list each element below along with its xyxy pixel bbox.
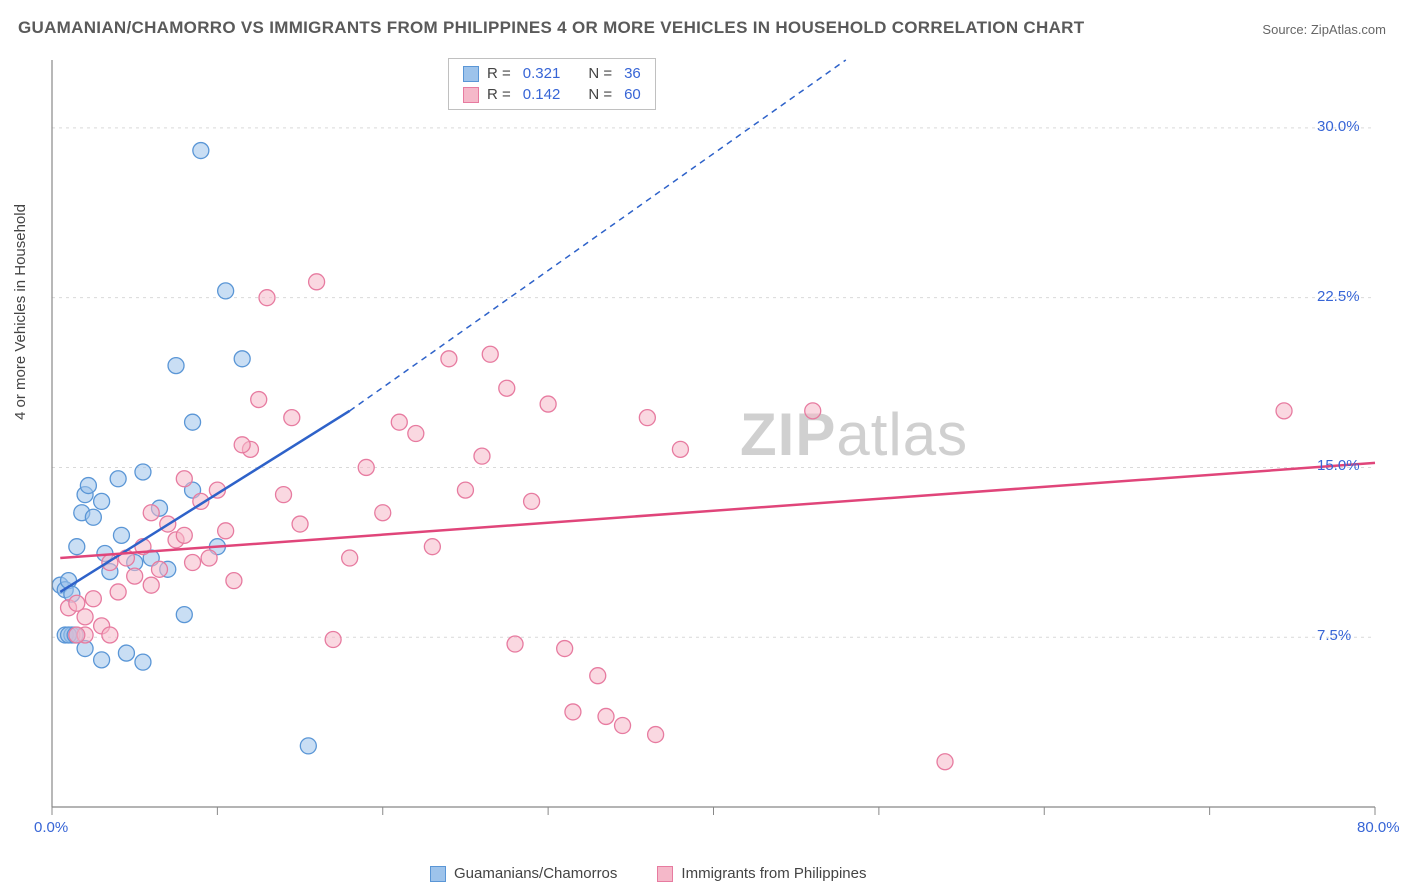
swatch-series1-b bbox=[430, 866, 446, 882]
axis-tick-label: 80.0% bbox=[1357, 819, 1400, 836]
swatch-series2 bbox=[463, 87, 479, 103]
axis-tick-label: 30.0% bbox=[1317, 118, 1360, 135]
r-value-2: 0.142 bbox=[523, 86, 561, 103]
legend-item-1: Guamanians/Chamorros bbox=[430, 865, 617, 882]
scatter-plot bbox=[50, 55, 1390, 837]
series1-name: Guamanians/Chamorros bbox=[454, 865, 617, 882]
r-value-1: 0.321 bbox=[523, 65, 561, 82]
r-label: R = bbox=[487, 65, 511, 82]
swatch-series2-b bbox=[657, 866, 673, 882]
n-label: N = bbox=[588, 65, 612, 82]
source-label: Source: bbox=[1262, 22, 1307, 37]
n-label: N = bbox=[588, 86, 612, 103]
axis-tick-label: 22.5% bbox=[1317, 288, 1360, 305]
legend-row-series1: R = 0.321 N = 36 bbox=[449, 63, 655, 84]
source-attribution: Source: ZipAtlas.com bbox=[1262, 22, 1386, 37]
r-label: R = bbox=[487, 86, 511, 103]
n-value-2: 60 bbox=[624, 86, 641, 103]
legend-item-2: Immigrants from Philippines bbox=[657, 865, 866, 882]
series2-name: Immigrants from Philippines bbox=[681, 865, 866, 882]
correlation-legend: R = 0.321 N = 36 R = 0.142 N = 60 bbox=[448, 58, 656, 110]
chart-title: GUAMANIAN/CHAMORRO VS IMMIGRANTS FROM PH… bbox=[18, 18, 1084, 38]
axis-layer bbox=[52, 60, 1375, 815]
trend-layer bbox=[60, 60, 1375, 592]
axis-tick-label: 0.0% bbox=[34, 819, 68, 836]
axis-tick-label: 15.0% bbox=[1317, 457, 1360, 474]
axis-tick-label: 7.5% bbox=[1317, 627, 1351, 644]
series-legend: Guamanians/Chamorros Immigrants from Phi… bbox=[430, 865, 866, 882]
points-layer bbox=[52, 143, 1292, 770]
swatch-series1 bbox=[463, 66, 479, 82]
y-axis-label: 4 or more Vehicles in Household bbox=[12, 204, 29, 420]
legend-row-series2: R = 0.142 N = 60 bbox=[449, 84, 655, 105]
n-value-1: 36 bbox=[624, 65, 641, 82]
grid-layer bbox=[52, 128, 1375, 637]
source-name: ZipAtlas.com bbox=[1311, 22, 1386, 37]
